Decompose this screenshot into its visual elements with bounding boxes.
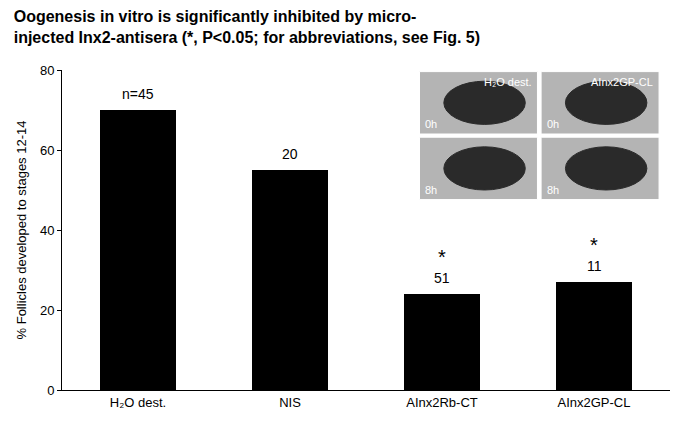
svg-text:*: *	[590, 234, 598, 256]
svg-text:0h: 0h	[547, 118, 559, 130]
svg-text:AInx2GP-CL: AInx2GP-CL	[558, 395, 631, 410]
svg-text:80: 80	[40, 63, 54, 78]
svg-text:40: 40	[40, 223, 54, 238]
svg-text:20: 20	[40, 303, 54, 318]
svg-text:60: 60	[40, 143, 54, 158]
svg-text:20: 20	[282, 146, 298, 162]
svg-text:AInx2GP-CL: AInx2GP-CL	[591, 76, 653, 88]
svg-text:% Follicles developed to stage: % Follicles developed to stages 12-14	[14, 121, 29, 340]
svg-text:AInx2Rb-CT: AInx2Rb-CT	[406, 395, 478, 410]
svg-text:8h: 8h	[425, 184, 437, 196]
svg-text:0: 0	[47, 383, 54, 398]
svg-text:Oogenesis in vitro is signific: Oogenesis in vitro is significantly inhi…	[14, 8, 480, 46]
svg-text:*: *	[438, 246, 446, 268]
svg-text:H₂O dest.: H₂O dest.	[484, 76, 532, 88]
svg-text:8h: 8h	[547, 184, 559, 196]
svg-text:11: 11	[587, 258, 602, 274]
svg-text:51: 51	[434, 270, 450, 286]
svg-text:n=45: n=45	[122, 86, 154, 102]
svg-text:H₂O dest.: H₂O dest.	[110, 395, 166, 410]
svg-text:0h: 0h	[425, 118, 437, 130]
svg-text:NIS: NIS	[279, 395, 301, 410]
